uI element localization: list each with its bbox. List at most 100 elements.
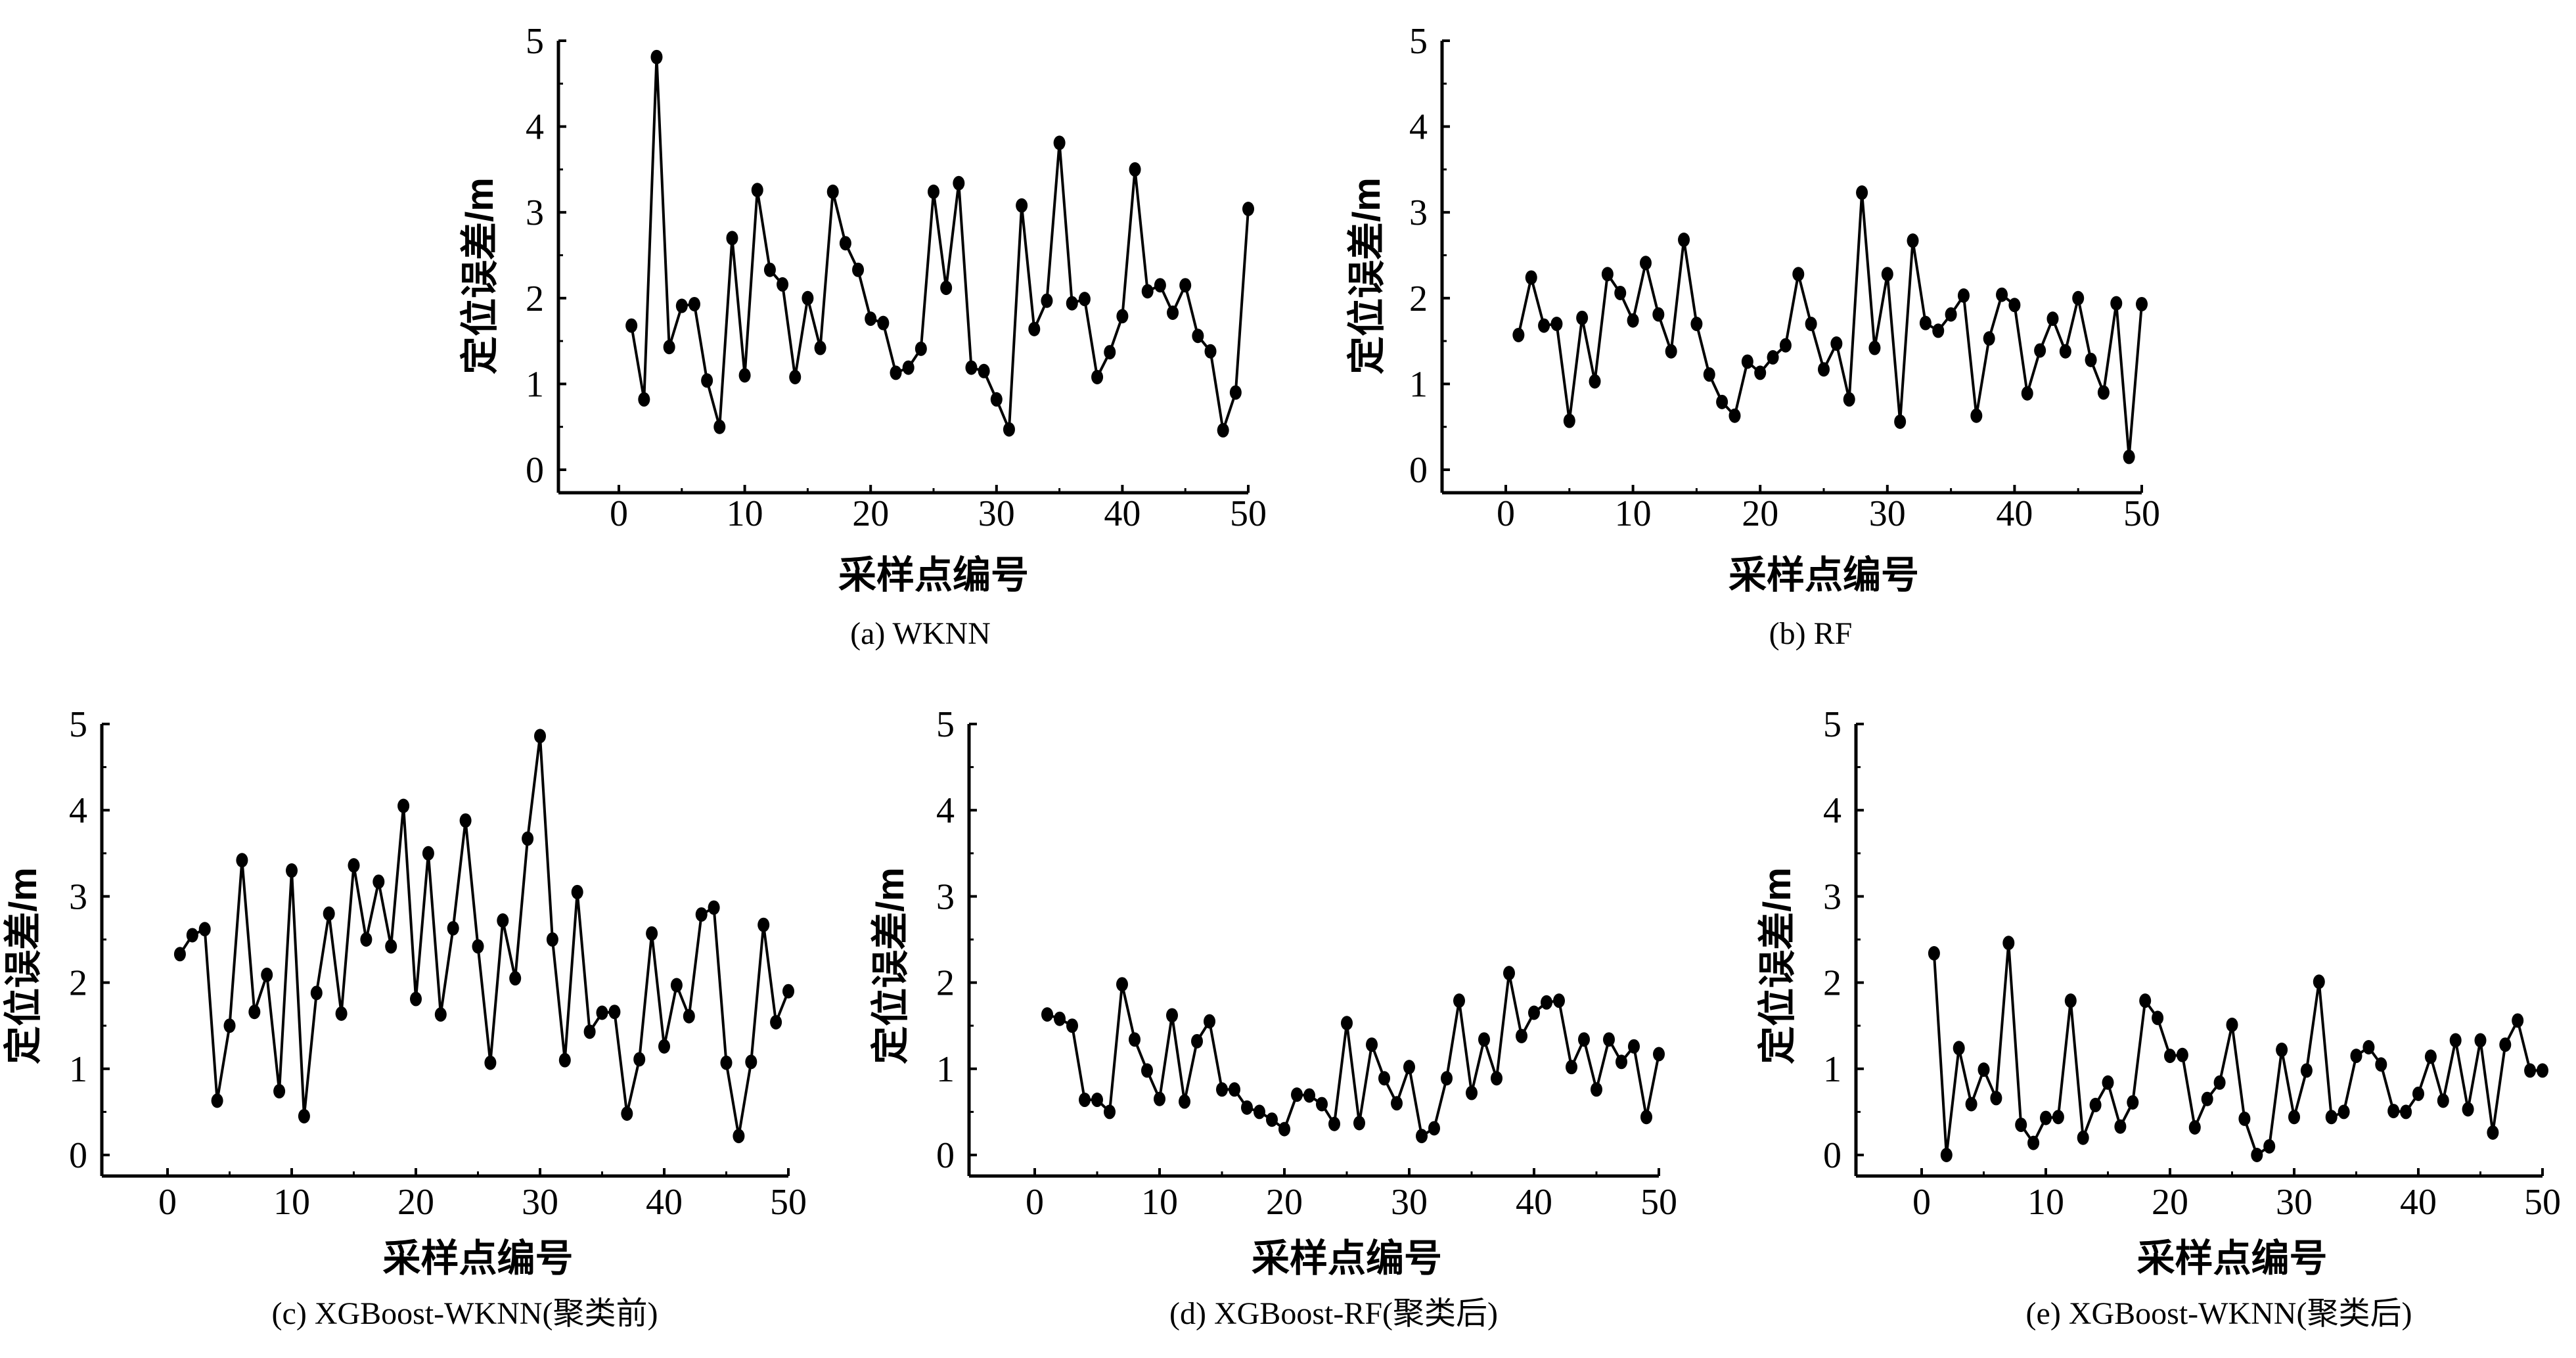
data-point	[1953, 1041, 1965, 1056]
data-point	[2524, 1063, 2537, 1078]
data-point	[335, 1006, 348, 1021]
data-point	[2015, 1118, 2027, 1133]
x-tick-label: 30	[1391, 1182, 1428, 1223]
data-point	[990, 392, 1003, 407]
data-point	[1805, 316, 1817, 331]
data-point	[1104, 345, 1116, 360]
data-point	[2512, 1013, 2524, 1028]
data-point	[2176, 1047, 2188, 1062]
data-point	[1965, 1097, 1977, 1112]
data-point	[1041, 293, 1053, 308]
data-point	[1242, 201, 1254, 216]
data-point	[2046, 311, 2059, 327]
data-point	[1628, 1039, 1640, 1054]
data-point	[1316, 1097, 1328, 1112]
data-point	[484, 1055, 497, 1070]
data-point	[1516, 1028, 1527, 1043]
data-point	[1525, 270, 1537, 285]
data-point	[1091, 369, 1104, 384]
chart-caption: (d) XGBoost-RF(聚类后)	[1169, 1296, 1498, 1331]
data-point	[1550, 316, 1563, 331]
y-tick-label: 5	[1823, 704, 1842, 745]
data-point	[1192, 328, 1204, 344]
data-point	[1167, 306, 1179, 321]
data-point	[1741, 354, 1753, 369]
y-tick-label: 3	[1409, 192, 1428, 233]
x-tick-label: 40	[646, 1182, 683, 1223]
data-point	[1091, 1093, 1103, 1108]
data-point	[2412, 1086, 2424, 1101]
data-point	[1603, 1032, 1615, 1047]
data-point	[2021, 386, 2033, 401]
x-tick-label: 40	[1104, 493, 1141, 534]
data-point	[1894, 414, 1907, 429]
data-point	[1241, 1100, 1253, 1115]
y-axis-label: 定位误差/m	[2, 867, 45, 1064]
data-point	[2325, 1110, 2338, 1125]
data-point	[814, 340, 826, 355]
data-point	[688, 296, 700, 311]
data-point	[633, 1052, 646, 1067]
data-point	[683, 1008, 695, 1024]
data-point	[360, 932, 373, 947]
data-point	[2375, 1057, 2387, 1072]
data-point	[1830, 336, 1843, 351]
data-point	[751, 183, 763, 198]
data-point	[1566, 1060, 1577, 1075]
data-point	[1690, 316, 1703, 331]
data-point	[323, 906, 335, 921]
data-point	[1503, 966, 1515, 981]
x-tick-label: 20	[1266, 1182, 1303, 1223]
data-point	[2276, 1042, 2288, 1057]
data-point	[2139, 993, 2152, 1008]
y-tick-label: 0	[1409, 450, 1428, 491]
data-point	[1303, 1088, 1315, 1103]
data-point	[558, 1052, 571, 1068]
x-tick-label: 30	[522, 1182, 558, 1223]
data-point	[385, 939, 397, 954]
data-point	[713, 419, 726, 434]
data-point	[1591, 1082, 1602, 1097]
data-point	[1729, 408, 1741, 423]
y-tick-label: 4	[526, 107, 544, 148]
data-point	[915, 341, 927, 356]
data-point	[2537, 1063, 2548, 1078]
data-point	[1441, 1071, 1453, 1086]
data-point	[2213, 1075, 2226, 1090]
data-point	[273, 1083, 286, 1098]
y-tick-label: 4	[69, 790, 87, 831]
data-point	[1003, 422, 1015, 437]
data-point	[2437, 1093, 2449, 1108]
x-axis-label: 采样点编号	[1252, 1237, 1442, 1280]
data-point	[236, 853, 248, 868]
series-line	[1047, 972, 1660, 1139]
data-point	[298, 1108, 310, 1123]
data-point	[701, 373, 713, 388]
x-tick-label: 0	[610, 493, 628, 534]
data-point	[770, 1014, 782, 1030]
data-point	[1843, 392, 1855, 407]
data-point	[1041, 1007, 1053, 1022]
data-point	[1129, 1032, 1141, 1047]
data-point	[2127, 1095, 2139, 1110]
y-tick-label: 4	[936, 790, 955, 831]
data-point	[978, 363, 990, 378]
data-point	[2338, 1104, 2350, 1120]
data-point	[1868, 340, 1881, 355]
y-tick-label: 1	[526, 364, 544, 405]
data-point	[1078, 292, 1091, 307]
data-point	[2362, 1040, 2375, 1054]
data-point	[211, 1093, 223, 1108]
data-point	[1328, 1116, 1340, 1131]
data-point	[583, 1024, 596, 1039]
x-tick-label: 30	[2276, 1182, 2313, 1223]
data-point	[865, 311, 877, 327]
data-point	[1970, 408, 1983, 423]
data-point	[186, 928, 198, 943]
x-tick-label: 0	[1912, 1182, 1931, 1223]
data-point	[1767, 350, 1779, 365]
data-point	[608, 1005, 621, 1020]
data-point	[2487, 1125, 2499, 1140]
